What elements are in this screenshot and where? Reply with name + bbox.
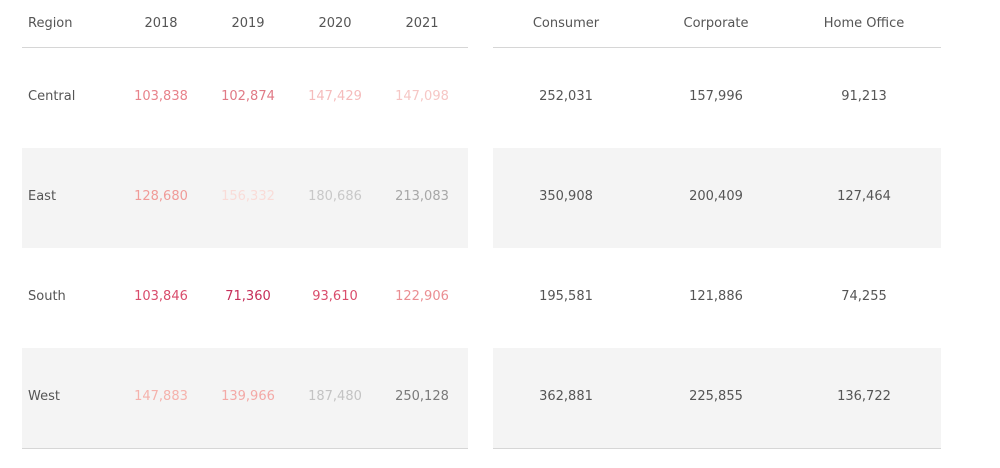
year-value-cell: 147,098 (395, 89, 449, 104)
year-table-header: Region 2018 2019 2020 2021 (22, 0, 468, 48)
year-column-header: 2019 (231, 16, 265, 31)
year-value-cell: 156,332 (221, 189, 275, 204)
segment-table-header: Consumer Corporate Home Office (493, 0, 941, 48)
table-row: 362,881 225,855 136,722 (493, 348, 941, 449)
segment-value-cell: 127,464 (837, 189, 891, 204)
table-row: Central 103,838 102,874 147,429 147,098 (22, 48, 468, 148)
year-value-cell: 147,883 (134, 389, 188, 404)
year-column-header: 2020 (318, 16, 352, 31)
segment-value-cell: 136,722 (837, 389, 891, 404)
table-row: West 147,883 139,966 187,480 250,128 (22, 348, 468, 449)
table-row: 252,031 157,996 91,213 (493, 48, 941, 148)
segment-value-cell: 195,581 (539, 289, 593, 304)
year-value-cell: 122,906 (395, 289, 449, 304)
year-value-cell: 103,846 (134, 289, 188, 304)
region-label: Central (28, 89, 76, 104)
table-row: East 128,680 156,332 180,686 213,083 (22, 148, 468, 248)
year-column-header: 2018 (144, 16, 178, 31)
segment-value-cell: 362,881 (539, 389, 593, 404)
segment-value-cell: 252,031 (539, 89, 593, 104)
year-column-header: 2021 (405, 16, 439, 31)
segment-value-cell: 225,855 (689, 389, 743, 404)
year-value-cell: 102,874 (221, 89, 275, 104)
table-row: 350,908 200,409 127,464 (493, 148, 941, 248)
segment-value-cell: 157,996 (689, 89, 743, 104)
segment-value-cell: 91,213 (841, 89, 887, 104)
segment-sales-table: Consumer Corporate Home Office 252,031 15… (493, 0, 941, 449)
region-label: South (28, 289, 66, 304)
year-value-cell: 187,480 (308, 389, 362, 404)
year-value-cell: 93,610 (312, 289, 358, 304)
segment-column-header: Consumer (532, 16, 600, 31)
year-value-cell: 180,686 (308, 189, 362, 204)
year-value-cell: 147,429 (308, 89, 362, 104)
table-row: 195,581 121,886 74,255 (493, 248, 941, 348)
segment-value-cell: 200,409 (689, 189, 743, 204)
segment-value-cell: 74,255 (841, 289, 887, 304)
year-value-cell: 71,360 (225, 289, 271, 304)
year-value-cell: 139,966 (221, 389, 275, 404)
segment-value-cell: 121,886 (689, 289, 743, 304)
region-column-header: Region (28, 16, 73, 31)
year-value-cell: 128,680 (134, 189, 188, 204)
year-sales-table: Region 2018 2019 2020 2021 Central 103,83… (22, 0, 468, 449)
year-value-cell: 103,838 (134, 89, 188, 104)
table-row: South 103,846 71,360 93,610 122,906 (22, 248, 468, 348)
region-label: East (28, 189, 57, 204)
segment-column-header: Corporate (683, 16, 749, 31)
year-value-cell: 250,128 (395, 389, 449, 404)
region-label: West (28, 389, 60, 404)
segment-column-header: Home Office (823, 16, 905, 31)
segment-value-cell: 350,908 (539, 189, 593, 204)
year-value-cell: 213,083 (395, 189, 449, 204)
